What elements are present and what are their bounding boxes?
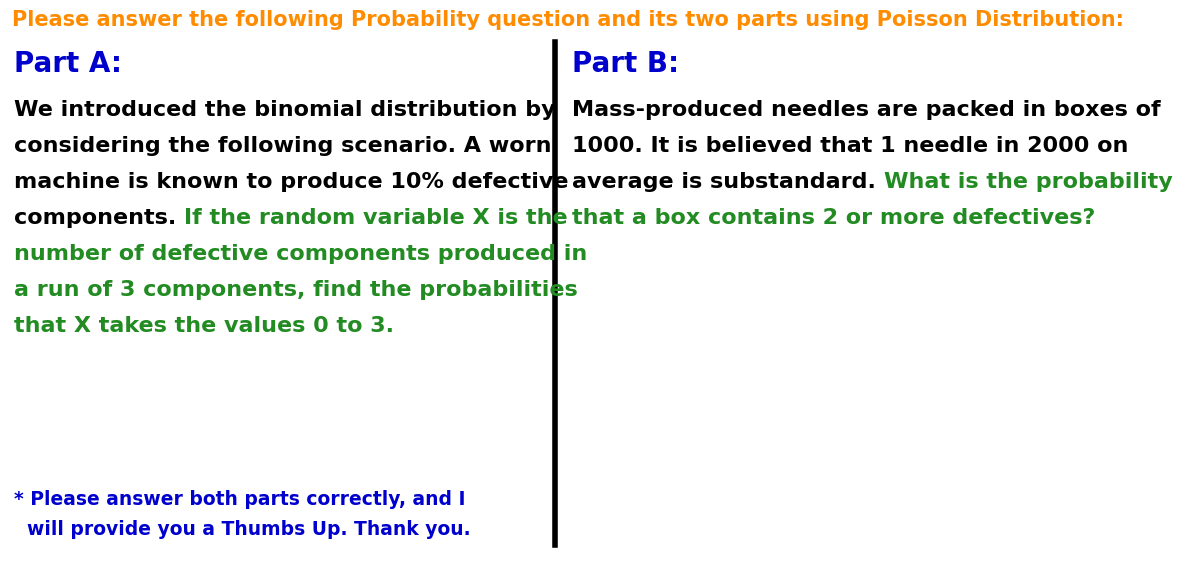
Text: If the random variable X is the: If the random variable X is the — [184, 208, 568, 228]
Text: * Please answer both parts correctly, and I: * Please answer both parts correctly, an… — [14, 490, 466, 509]
Text: that a box contains 2 or more defectives?: that a box contains 2 or more defectives… — [572, 208, 1096, 228]
Text: Please answer the following Probability question and its two parts using Poisson: Please answer the following Probability … — [12, 10, 1124, 30]
Text: considering the following scenario. A worn: considering the following scenario. A wo… — [14, 136, 552, 156]
Text: components.: components. — [14, 208, 184, 228]
Text: Part B:: Part B: — [572, 50, 679, 78]
Text: number of defective components produced in: number of defective components produced … — [14, 244, 587, 264]
Text: will provide you a Thumbs Up. Thank you.: will provide you a Thumbs Up. Thank you. — [14, 520, 470, 539]
Text: average is substandard.: average is substandard. — [572, 172, 883, 192]
Text: machine is known to produce 10% defective: machine is known to produce 10% defectiv… — [14, 172, 569, 192]
Text: that X takes the values 0 to 3.: that X takes the values 0 to 3. — [14, 316, 394, 336]
Text: What is the probability: What is the probability — [883, 172, 1172, 192]
Text: Mass-produced needles are packed in boxes of: Mass-produced needles are packed in boxe… — [572, 100, 1160, 120]
Text: a run of 3 components, find the probabilities: a run of 3 components, find the probabil… — [14, 280, 577, 300]
Text: 1000. It is believed that 1 needle in 2000 on: 1000. It is believed that 1 needle in 20… — [572, 136, 1128, 156]
Text: We introduced the binomial distribution by: We introduced the binomial distribution … — [14, 100, 556, 120]
Text: Part A:: Part A: — [14, 50, 122, 78]
